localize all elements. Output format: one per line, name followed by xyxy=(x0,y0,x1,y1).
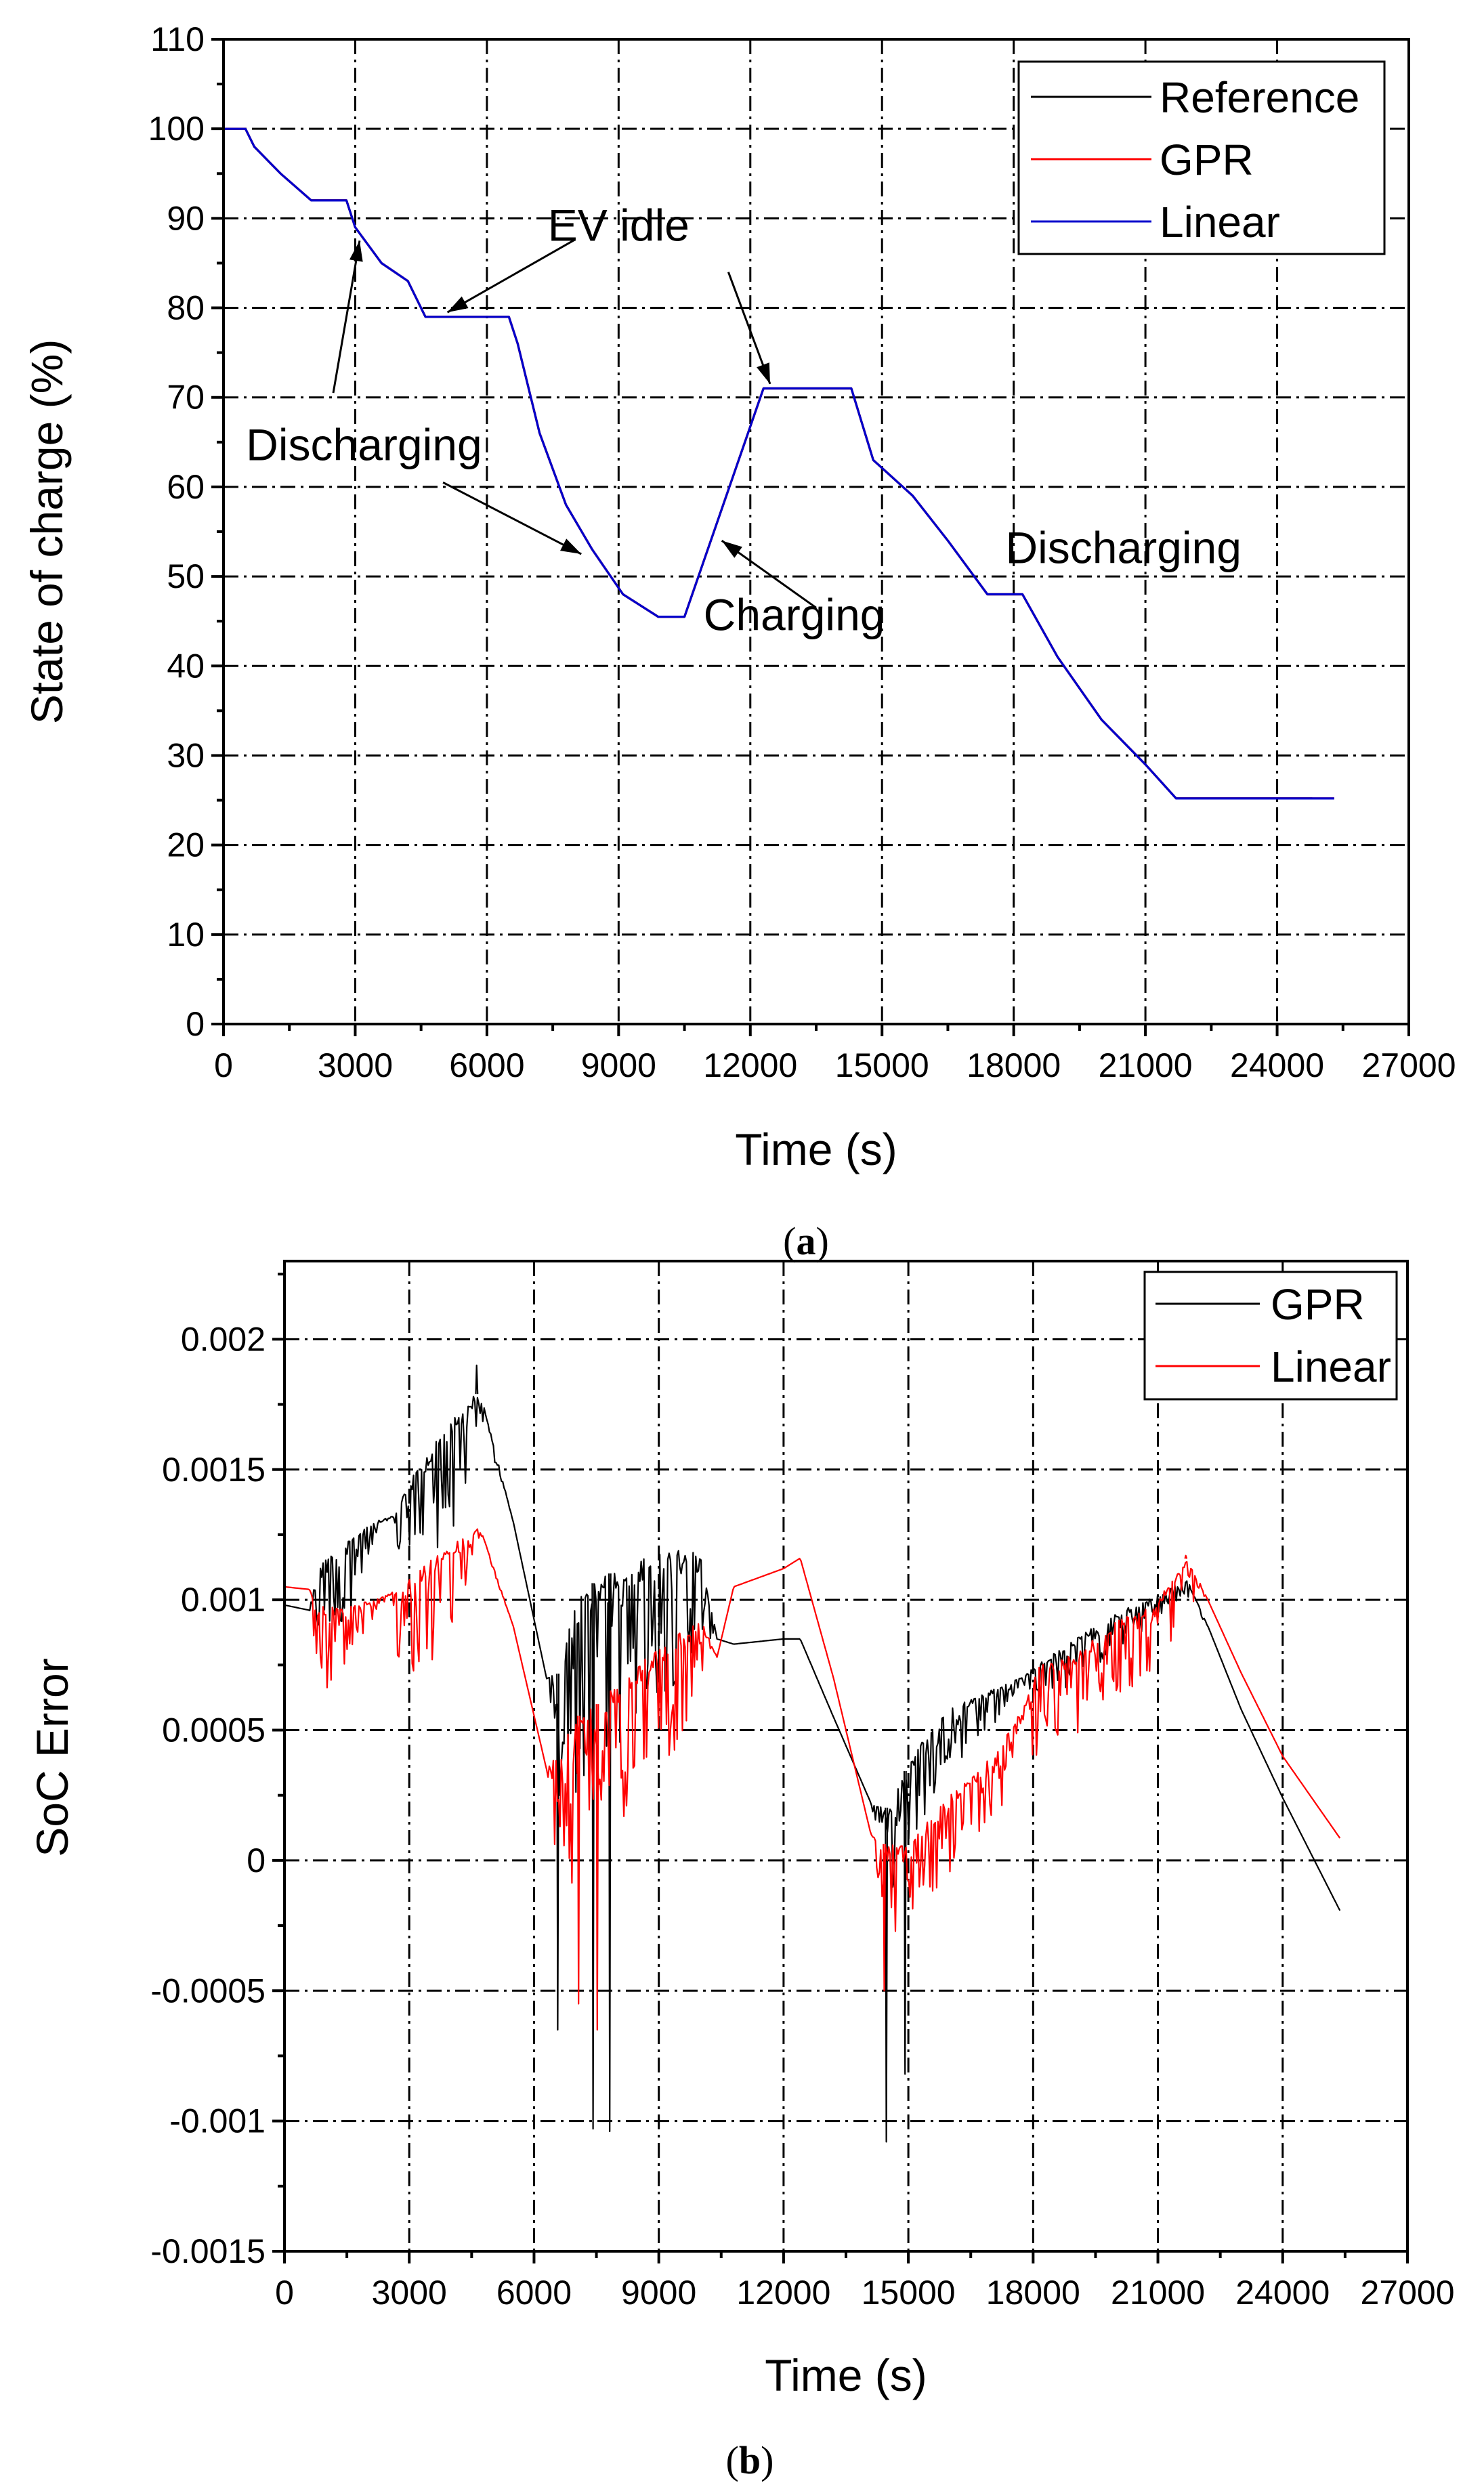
chart-a-x-tick-label: 15000 xyxy=(835,1046,929,1084)
series-line-gpr-error xyxy=(284,1364,1341,2143)
chart-a-y-tick-label: 20 xyxy=(167,826,205,864)
legend-label-linear-error: Linear xyxy=(1271,1342,1391,1391)
chart-a-y-tick-label: 60 xyxy=(167,468,205,506)
chart-b-y-tick-label: 0.0015 xyxy=(162,1451,266,1489)
annotation-arrow-head xyxy=(447,296,469,313)
chart-b-ticks: 0 3000 6000 9000 12000 15000 18000 21000 24000 27… xyxy=(150,1273,1455,2312)
chart-a-x-tick-label: 12000 xyxy=(703,1046,797,1084)
chart-b-legend-box xyxy=(1143,1271,1398,1401)
chart-b-y-tick-label: 0 xyxy=(247,1842,266,1879)
chart-a-y-tick-label: 110 xyxy=(150,20,205,58)
annotation-arrow-head xyxy=(721,540,742,558)
chart-b-soc-error: 0 3000 6000 9000 12000 15000 18000 21000 24000 27… xyxy=(27,1260,1455,2482)
annotation-arrow-head xyxy=(757,362,770,384)
chart-a-y-tick-label: 80 xyxy=(167,289,205,327)
chart-b-x-axis-title: Time (s) xyxy=(765,2350,927,2400)
series-line-linear xyxy=(224,127,1334,800)
chart-a-y-axis-title: State of charge (%) xyxy=(22,339,72,725)
annotation-arrow-shaft xyxy=(332,240,361,393)
chart-a-x-tick-label: 27000 xyxy=(1361,1046,1456,1084)
chart-a-plot-frame xyxy=(222,38,1410,1025)
panel-label-b: (b) xyxy=(726,2438,774,2482)
chart-a-y-tick-label: 40 xyxy=(167,647,205,685)
chart-b-x-tick-label: 15000 xyxy=(862,2274,956,2312)
chart-b-x-tick-label: 18000 xyxy=(986,2274,1080,2312)
annotation-charging: Charging xyxy=(704,589,885,639)
chart-b-y-tick-label: 0.002 xyxy=(181,1320,266,1358)
chart-b-y-tick-label: -0.0015 xyxy=(150,2232,266,2270)
chart-a-x-tick-label: 9000 xyxy=(581,1046,656,1084)
annotation-discharging-left: Discharging xyxy=(246,419,482,469)
panel-label-a: (a) xyxy=(783,1219,829,1263)
chart-b-y-axis-title: SoC Error xyxy=(27,1658,77,1856)
legend-label-linear: Linear xyxy=(1160,198,1280,247)
chart-b-y-tick-label: -0.0005 xyxy=(150,1972,266,2009)
chart-b-legend: GPR Linear xyxy=(1143,1271,1398,1401)
chart-a-x-tick-label: 24000 xyxy=(1230,1046,1324,1084)
chart-a-y-tick-label: 30 xyxy=(167,736,205,774)
annotation-discharging-right: Discharging xyxy=(1005,522,1242,572)
chart-a-y-tick-label: 100 xyxy=(148,110,205,148)
chart-b-x-tick-label: 21000 xyxy=(1111,2274,1205,2312)
chart-b-y-tick-label: 0.0005 xyxy=(162,1711,266,1749)
chart-a-x-tick-label: 3000 xyxy=(318,1046,393,1084)
chart-a-series xyxy=(224,127,1334,800)
chart-a-annotations: EV idle Discharging Charging Discharging xyxy=(246,200,1242,639)
legend-label-gpr: GPR xyxy=(1160,135,1254,184)
chart-b-x-tick-label: 24000 xyxy=(1235,2274,1330,2312)
chart-b-x-tick-label: 0 xyxy=(275,2274,294,2312)
annotation-arrow-shaft xyxy=(442,481,582,555)
series-line-linear-error xyxy=(284,1528,1341,2031)
annotation-arrows xyxy=(332,238,817,609)
chart-a-ticks: 0 3000 6000 9000 12000 15000 18000 21000 24000 27… xyxy=(148,20,1456,1084)
chart-b-x-tick-label: 27000 xyxy=(1360,2274,1454,2312)
chart-a-x-axis-title: Time (s) xyxy=(735,1124,897,1174)
chart-a-y-tick-label: 50 xyxy=(167,557,205,595)
annotation-arrow-head xyxy=(349,240,363,262)
chart-b-x-tick-label: 12000 xyxy=(736,2274,830,2312)
chart-a-y-tick-label: 0 xyxy=(186,1005,205,1043)
chart-b-x-tick-label: 6000 xyxy=(496,2274,572,2312)
chart-a-x-tick-label: 6000 xyxy=(449,1046,524,1084)
chart-b-x-tick-label: 9000 xyxy=(621,2274,696,2312)
chart-b-plot-frame xyxy=(283,1260,1409,2253)
chart-b-series xyxy=(284,1364,1341,2143)
annotation-arrow-shaft xyxy=(446,238,576,314)
chart-a-y-tick-label: 90 xyxy=(167,199,205,237)
chart-b-y-tick-label: 0.001 xyxy=(181,1581,266,1619)
chart-b-y-tick-label: -0.001 xyxy=(169,2102,266,2140)
chart-b-x-tick-label: 3000 xyxy=(372,2274,447,2312)
legend-label-reference: Reference xyxy=(1160,73,1359,122)
chart-a-y-tick-label: 70 xyxy=(167,379,205,417)
chart-a-y-tick-label: 10 xyxy=(167,916,205,954)
annotation-arrow-head xyxy=(560,538,582,555)
chart-a-legend: Reference GPR Linear xyxy=(1017,60,1386,255)
chart-a-x-tick-label: 0 xyxy=(214,1046,233,1084)
legend-label-gpr-error: GPR xyxy=(1271,1280,1365,1329)
chart-a-x-tick-label: 18000 xyxy=(967,1046,1061,1084)
chart-a-soc: 0 3000 6000 9000 12000 15000 18000 21000 24000 27… xyxy=(22,20,1456,1263)
chart-a-x-tick-label: 21000 xyxy=(1099,1046,1193,1084)
